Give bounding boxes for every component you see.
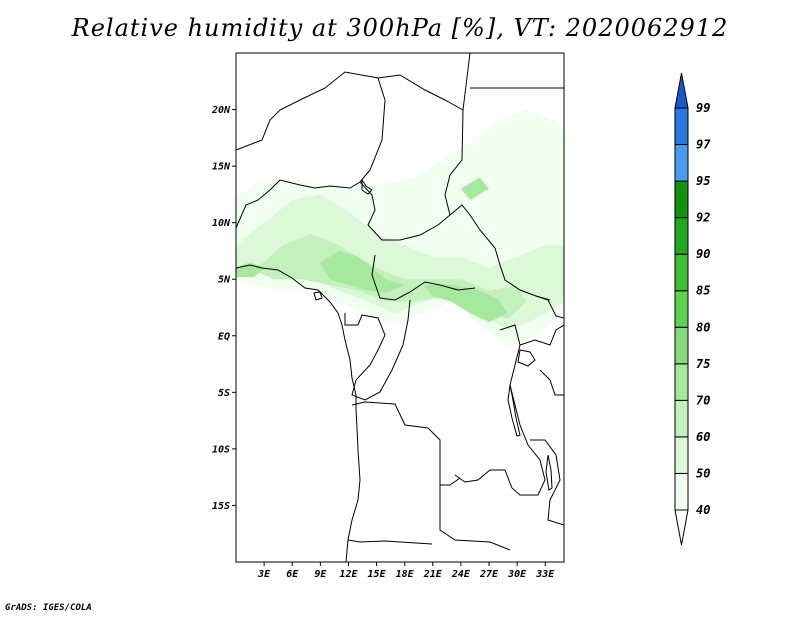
colorbar-segment-40 [674, 472, 689, 511]
colorbar-segment-85 [674, 253, 689, 292]
colorbar-label: 60 [696, 430, 710, 444]
lat-tick-label: 20N [211, 105, 231, 116]
bioko-island [313, 291, 323, 301]
colorbar-label: 85 [696, 284, 710, 298]
latitude-axis: 20N 15N 10N 5N EQ 5S 10S 15S [211, 105, 236, 512]
coastline-west-africa [236, 264, 361, 562]
colorbar-segment-97 [674, 107, 689, 146]
lake-chad [361, 178, 373, 195]
border-sahel [236, 179, 361, 229]
lat-tick-label: 5N [218, 275, 231, 286]
lon-tick-label: 27E [479, 569, 499, 580]
colorbar-segment-50 [674, 436, 689, 474]
colorbar-label: 90 [696, 247, 710, 261]
colorbar-label: 50 [696, 466, 710, 480]
lon-tick-label: 24E [451, 569, 471, 580]
humidity-region-70 [423, 284, 508, 323]
lon-tick-label: 3E [257, 569, 271, 580]
lake-victoria [517, 349, 536, 367]
map-frame [235, 52, 565, 563]
humidity-region-70 [460, 177, 489, 200]
colorbar-label: 40 [696, 503, 710, 517]
lon-tick-label: 6E [286, 569, 299, 580]
colorbar-segment-60 [674, 399, 689, 438]
colorbar-segment-70 [674, 363, 689, 401]
colorbar-label: 70 [696, 393, 710, 407]
colorbar-label: 80 [696, 320, 710, 334]
border-car [371, 254, 476, 301]
longitude-axis: 3E 6E 9E 12E 15E 18E 21E 24E 27E 30E 33E [257, 562, 555, 580]
colorbar-segment-92 [674, 180, 689, 219]
lon-tick-label: 18E [396, 569, 415, 580]
lon-tick-label: 33E [535, 569, 555, 580]
colorbar-bottom-arrow [674, 509, 689, 546]
border-chad-niger [359, 77, 551, 301]
humidity-field [236, 109, 564, 348]
humidity-region-70 [320, 250, 405, 293]
colorbar-segment-95 [674, 144, 689, 182]
colorbar-label: 99 [696, 101, 710, 115]
colorbar: 40 50 60 70 75 80 85 90 92 95 97 99 [674, 72, 711, 546]
humidity-region-70 [236, 262, 265, 277]
border-angola [347, 401, 511, 551]
lat-tick-label: 10S [212, 444, 230, 455]
colorbar-segment-75 [674, 326, 689, 365]
lon-tick-label: 12E [339, 569, 358, 580]
lon-tick-label: 15E [368, 569, 387, 580]
lon-tick-label: 9E [314, 569, 327, 580]
border-north [236, 53, 471, 151]
colorbar-top-arrow [674, 72, 689, 109]
colorbar-label: 75 [696, 357, 710, 371]
colorbar-label: 92 [696, 211, 710, 225]
border-congo [344, 299, 411, 401]
colorbar-label: 97 [696, 138, 711, 152]
chart-title: Relative humidity at 300hPa [%], VT: 202… [71, 14, 729, 42]
lat-tick-label: 15S [212, 501, 230, 512]
border-east-africa [519, 295, 564, 526]
lat-tick-label: 15N [212, 162, 231, 173]
colorbar-segment-90 [674, 217, 689, 255]
lake-malawi [545, 454, 553, 491]
colorbar-segment-80 [674, 290, 689, 328]
country-borders [236, 53, 564, 562]
colorbar-label: 95 [696, 174, 710, 188]
lat-tick-label: EQ [218, 331, 230, 342]
lat-tick-label: 5S [218, 388, 230, 399]
grads-credit: GrADS: IGES/COLA [5, 603, 92, 613]
lat-tick-label: 10N [212, 218, 231, 229]
border-drc-east [454, 324, 546, 496]
lake-tanganyika [507, 384, 521, 437]
lon-tick-label: 30E [507, 569, 527, 580]
lon-tick-label: 21E [423, 569, 443, 580]
border-sudan [444, 87, 564, 216]
